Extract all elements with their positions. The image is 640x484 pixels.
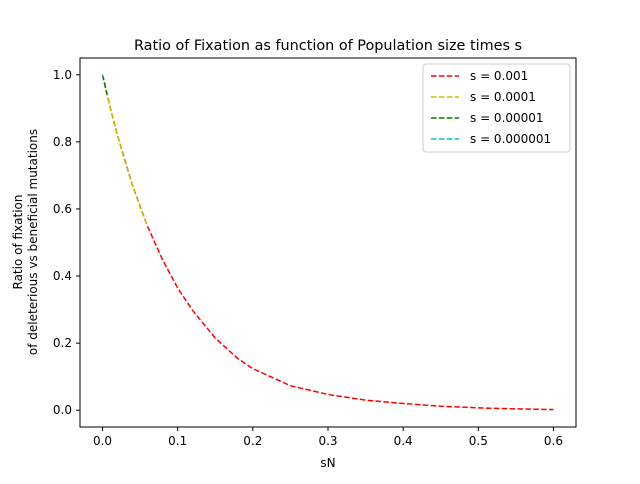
legend-label: s = 0.0001 xyxy=(470,90,536,104)
x-axis-ticks: 0.0 0.1 0.2 0.3 0.4 0.5 0.6 xyxy=(93,427,563,448)
y-axis-label-line-2: of deleterious vs beneficial mutations xyxy=(26,129,40,355)
y-axis-ticks: 0.0 0.2 0.4 0.6 0.8 1.0 xyxy=(53,68,80,417)
series-line-3 xyxy=(103,75,108,95)
chart-title: Ratio of Fixation as function of Populat… xyxy=(134,38,522,54)
x-tick-label: 0.3 xyxy=(318,434,337,448)
x-tick-label: 0.2 xyxy=(243,434,262,448)
y-tick-label: 0.2 xyxy=(53,336,72,350)
x-tick-label: 0.6 xyxy=(544,434,563,448)
legend: s = 0.001 s = 0.0001 s = 0.00001 s = 0.0000… xyxy=(423,64,570,152)
x-tick-label: 0.1 xyxy=(168,434,187,448)
y-axis-label: Ratio of fixation of deleterious vs bene… xyxy=(11,129,40,355)
y-tick-label: 1.0 xyxy=(53,68,72,82)
x-axis-label: sN xyxy=(320,456,335,470)
y-tick-label: 0.6 xyxy=(53,202,72,216)
series-line-2 xyxy=(103,75,148,227)
legend-label: s = 0.00001 xyxy=(470,111,544,125)
x-tick-label: 0.4 xyxy=(394,434,413,448)
x-tick-label: 0.5 xyxy=(469,434,488,448)
y-tick-label: 0.0 xyxy=(53,403,72,417)
y-tick-label: 0.4 xyxy=(53,269,72,283)
legend-label: s = 0.000001 xyxy=(470,132,551,146)
x-tick-label: 0.0 xyxy=(93,434,112,448)
legend-label: s = 0.001 xyxy=(470,69,528,83)
y-axis-label-line-1: Ratio of fixation xyxy=(11,194,25,289)
y-tick-label: 0.8 xyxy=(53,135,72,149)
